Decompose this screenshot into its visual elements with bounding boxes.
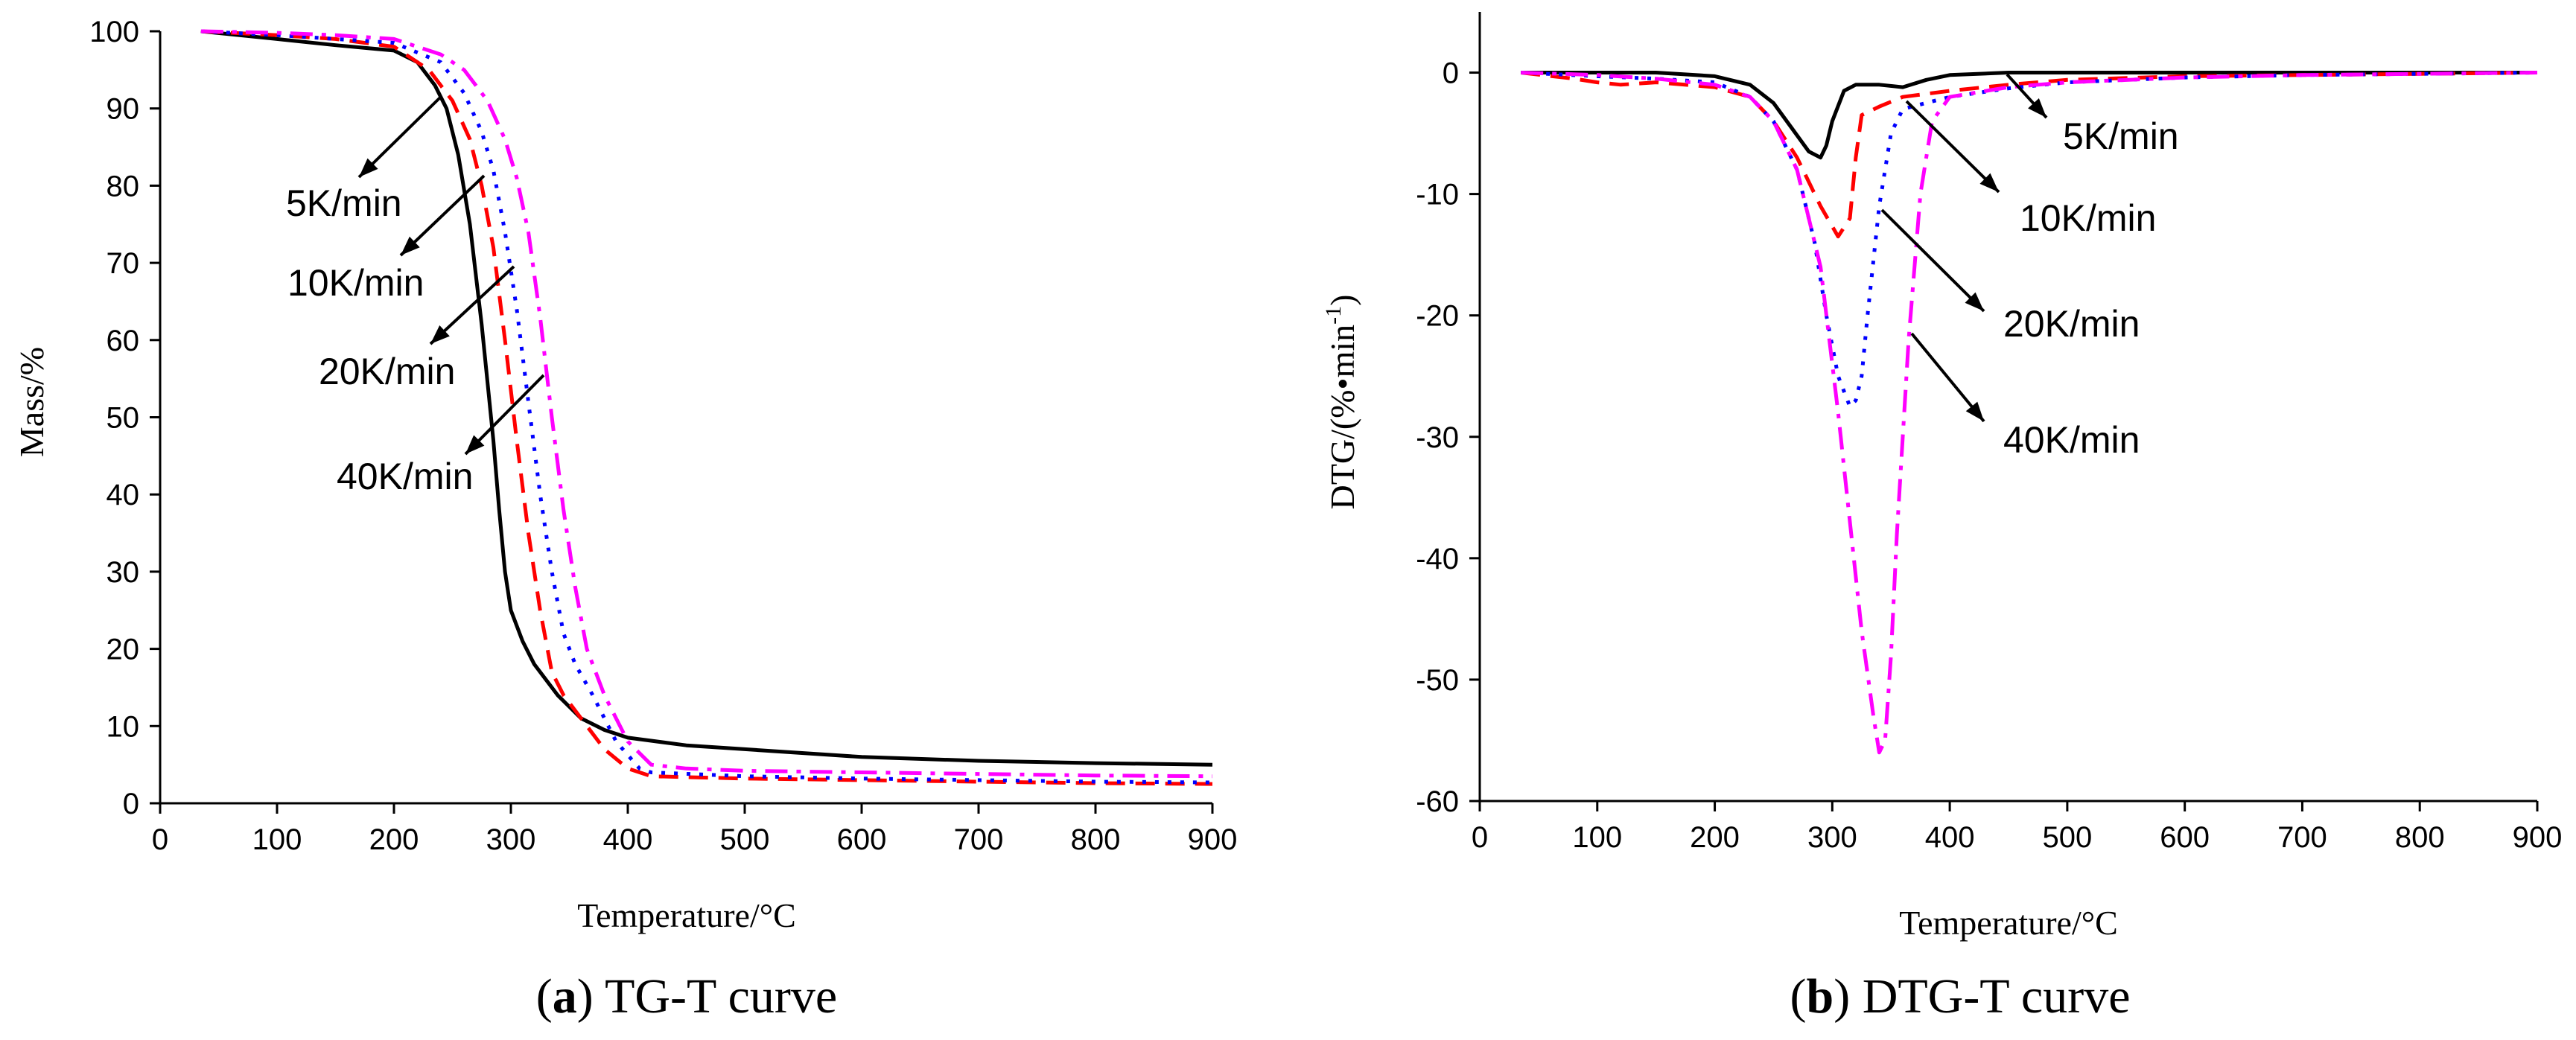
tg-x-tick-label: 0 <box>152 823 168 856</box>
tg-y-axis-title: Mass/% <box>13 347 51 457</box>
tg-series-line-10k-min <box>200 29 1213 786</box>
tg-x-axis-title: Temperature/°C <box>577 896 796 934</box>
dtg-series-line-40k-min <box>1521 71 2538 755</box>
dtg-arrowhead <box>2028 98 2047 118</box>
dtg-x-tick-label: 900 <box>2513 821 2563 854</box>
tg-caption: (a) TG-T curve <box>536 969 837 1024</box>
tg-label-20k-min: 20K/min <box>319 351 455 392</box>
tg-y-tick-label: 30 <box>106 556 140 589</box>
dtg-y-axis-title: DTG/(%•min-1) <box>1321 295 1361 510</box>
dtg-series-line-20k-min <box>1521 71 2538 409</box>
tg-series-line-40k-min <box>200 29 1213 779</box>
dtg-y-tick-label: -50 <box>1416 664 1459 697</box>
dtg-label-20k-min: 20K/min <box>2003 303 2140 345</box>
dtg-axes <box>1478 12 2537 803</box>
tg-x-tick-label: 400 <box>603 823 653 856</box>
tg-x-tick-label: 200 <box>369 823 419 856</box>
tg-arrowhead <box>359 158 378 177</box>
tg-arrowhead <box>430 325 450 344</box>
dtg-y-tick-label: -20 <box>1416 300 1459 333</box>
tg-x-tick-label: 900 <box>1188 823 1238 856</box>
dtg-y-tick-label: -30 <box>1416 421 1459 454</box>
tg-y-tick-label: 40 <box>106 479 140 511</box>
dtg-series-line-10k-min <box>1520 71 2538 239</box>
tg-annotations: 5K/min 10K/min 20K/min 40K/min <box>286 95 545 497</box>
tg-y-tick-label: 60 <box>106 325 140 357</box>
tg-caption-letter: a <box>553 969 577 1024</box>
dtg-series-group <box>1520 71 2538 755</box>
dtg-x-tick-label: 500 <box>2043 821 2093 854</box>
tg-x-tick-label: 500 <box>720 823 770 856</box>
dtg-arrowhead <box>1979 173 1999 192</box>
dtg-arrow-20k-min <box>1880 208 1985 313</box>
tg-series-line-5k-min <box>200 29 1213 767</box>
dtg-x-tick-label: 300 <box>1807 821 1857 854</box>
tg-y-tick-label: 0 <box>123 788 139 820</box>
tg-y-tick-label: 100 <box>89 16 139 48</box>
dtg-y-tick-label: 0 <box>1443 57 1459 90</box>
dtg-t-chart: 0 100 200 300 400 500 600 700 800 900 0 -10 -20 -30 -4… <box>1321 12 2562 1024</box>
dtg-y-axis-title-main: DTG/(%•min <box>1323 325 1361 510</box>
tg-arrowhead <box>401 236 420 255</box>
tg-x-tick-label: 300 <box>486 823 536 856</box>
tg-y-tick-label: 90 <box>106 93 140 126</box>
dtg-x-tick-label: 600 <box>2160 821 2210 854</box>
dtg-caption: (b) DTG-T curve <box>1790 969 2131 1024</box>
dtg-caption-letter: b <box>1806 969 1834 1024</box>
tg-label-40k-min: 40K/min <box>337 456 473 497</box>
dtg-annotations: 5K/min 10K/min 20K/min 40K/min <box>1880 73 2179 461</box>
dtg-y-axis-title-superscript: -1 <box>1321 306 1346 325</box>
dtg-x-tick-label: 200 <box>1690 821 1740 854</box>
tg-y-tick-label: 10 <box>106 710 140 743</box>
dtg-caption-text: DTG-T curve <box>1863 969 2131 1024</box>
tg-x-tick-label: 800 <box>1071 823 1121 856</box>
tg-label-5k-min: 5K/min <box>286 182 402 224</box>
dtg-x-tick-label: 400 <box>1925 821 1975 854</box>
dtg-label-40k-min: 40K/min <box>2003 419 2140 461</box>
dtg-y-tick-label: -10 <box>1416 179 1459 211</box>
dtg-arrowhead <box>1965 401 1984 421</box>
dtg-arrowhead <box>1965 292 1984 311</box>
tg-x-tick-label: 700 <box>954 823 1004 856</box>
dtg-x-tick-label: 0 <box>1472 821 1488 854</box>
tg-x-tick-label: 600 <box>837 823 887 856</box>
dtg-series-line-5k-min <box>1521 71 2537 160</box>
tg-caption-text: TG-T curve <box>605 969 837 1024</box>
dtg-x-axis-title: Temperature/°C <box>1899 904 2118 942</box>
dtg-ticks: 0 100 200 300 400 500 600 700 800 900 0 -10 -20 -30 -4… <box>1416 57 2562 854</box>
dtg-label-10k-min: 10K/min <box>2020 197 2156 239</box>
tg-series-line-20k-min <box>200 29 1213 785</box>
dtg-y-axis-title-close: ) <box>1323 295 1361 306</box>
dtg-x-tick-label: 800 <box>2395 821 2445 854</box>
tg-ticks: 0 100 200 300 400 500 600 700 800 900 0 10 20 30 40 50 6… <box>89 16 1237 856</box>
dtg-y-tick-label: -60 <box>1416 785 1459 818</box>
tg-arrowhead <box>465 435 485 454</box>
tg-y-tick-label: 80 <box>106 170 140 202</box>
tg-series-group <box>200 29 1213 786</box>
tg-t-chart: 0 100 200 300 400 500 600 700 800 900 0 10 20 30 40 50 6… <box>13 16 1237 1024</box>
dtg-x-tick-label: 700 <box>2277 821 2327 854</box>
dtg-label-5k-min: 5K/min <box>2063 115 2179 157</box>
tg-y-tick-label: 70 <box>106 247 140 280</box>
dtg-arrow-10k-min <box>1905 100 2000 194</box>
dtg-x-tick-label: 100 <box>1572 821 1622 854</box>
tg-axes <box>159 31 1212 805</box>
tg-label-10k-min: 10K/min <box>287 262 424 304</box>
dtg-y-tick-label: -40 <box>1416 543 1459 575</box>
tg-y-tick-label: 50 <box>106 402 140 435</box>
tg-y-tick-label: 20 <box>106 634 140 666</box>
tg-x-tick-label: 100 <box>252 823 302 856</box>
